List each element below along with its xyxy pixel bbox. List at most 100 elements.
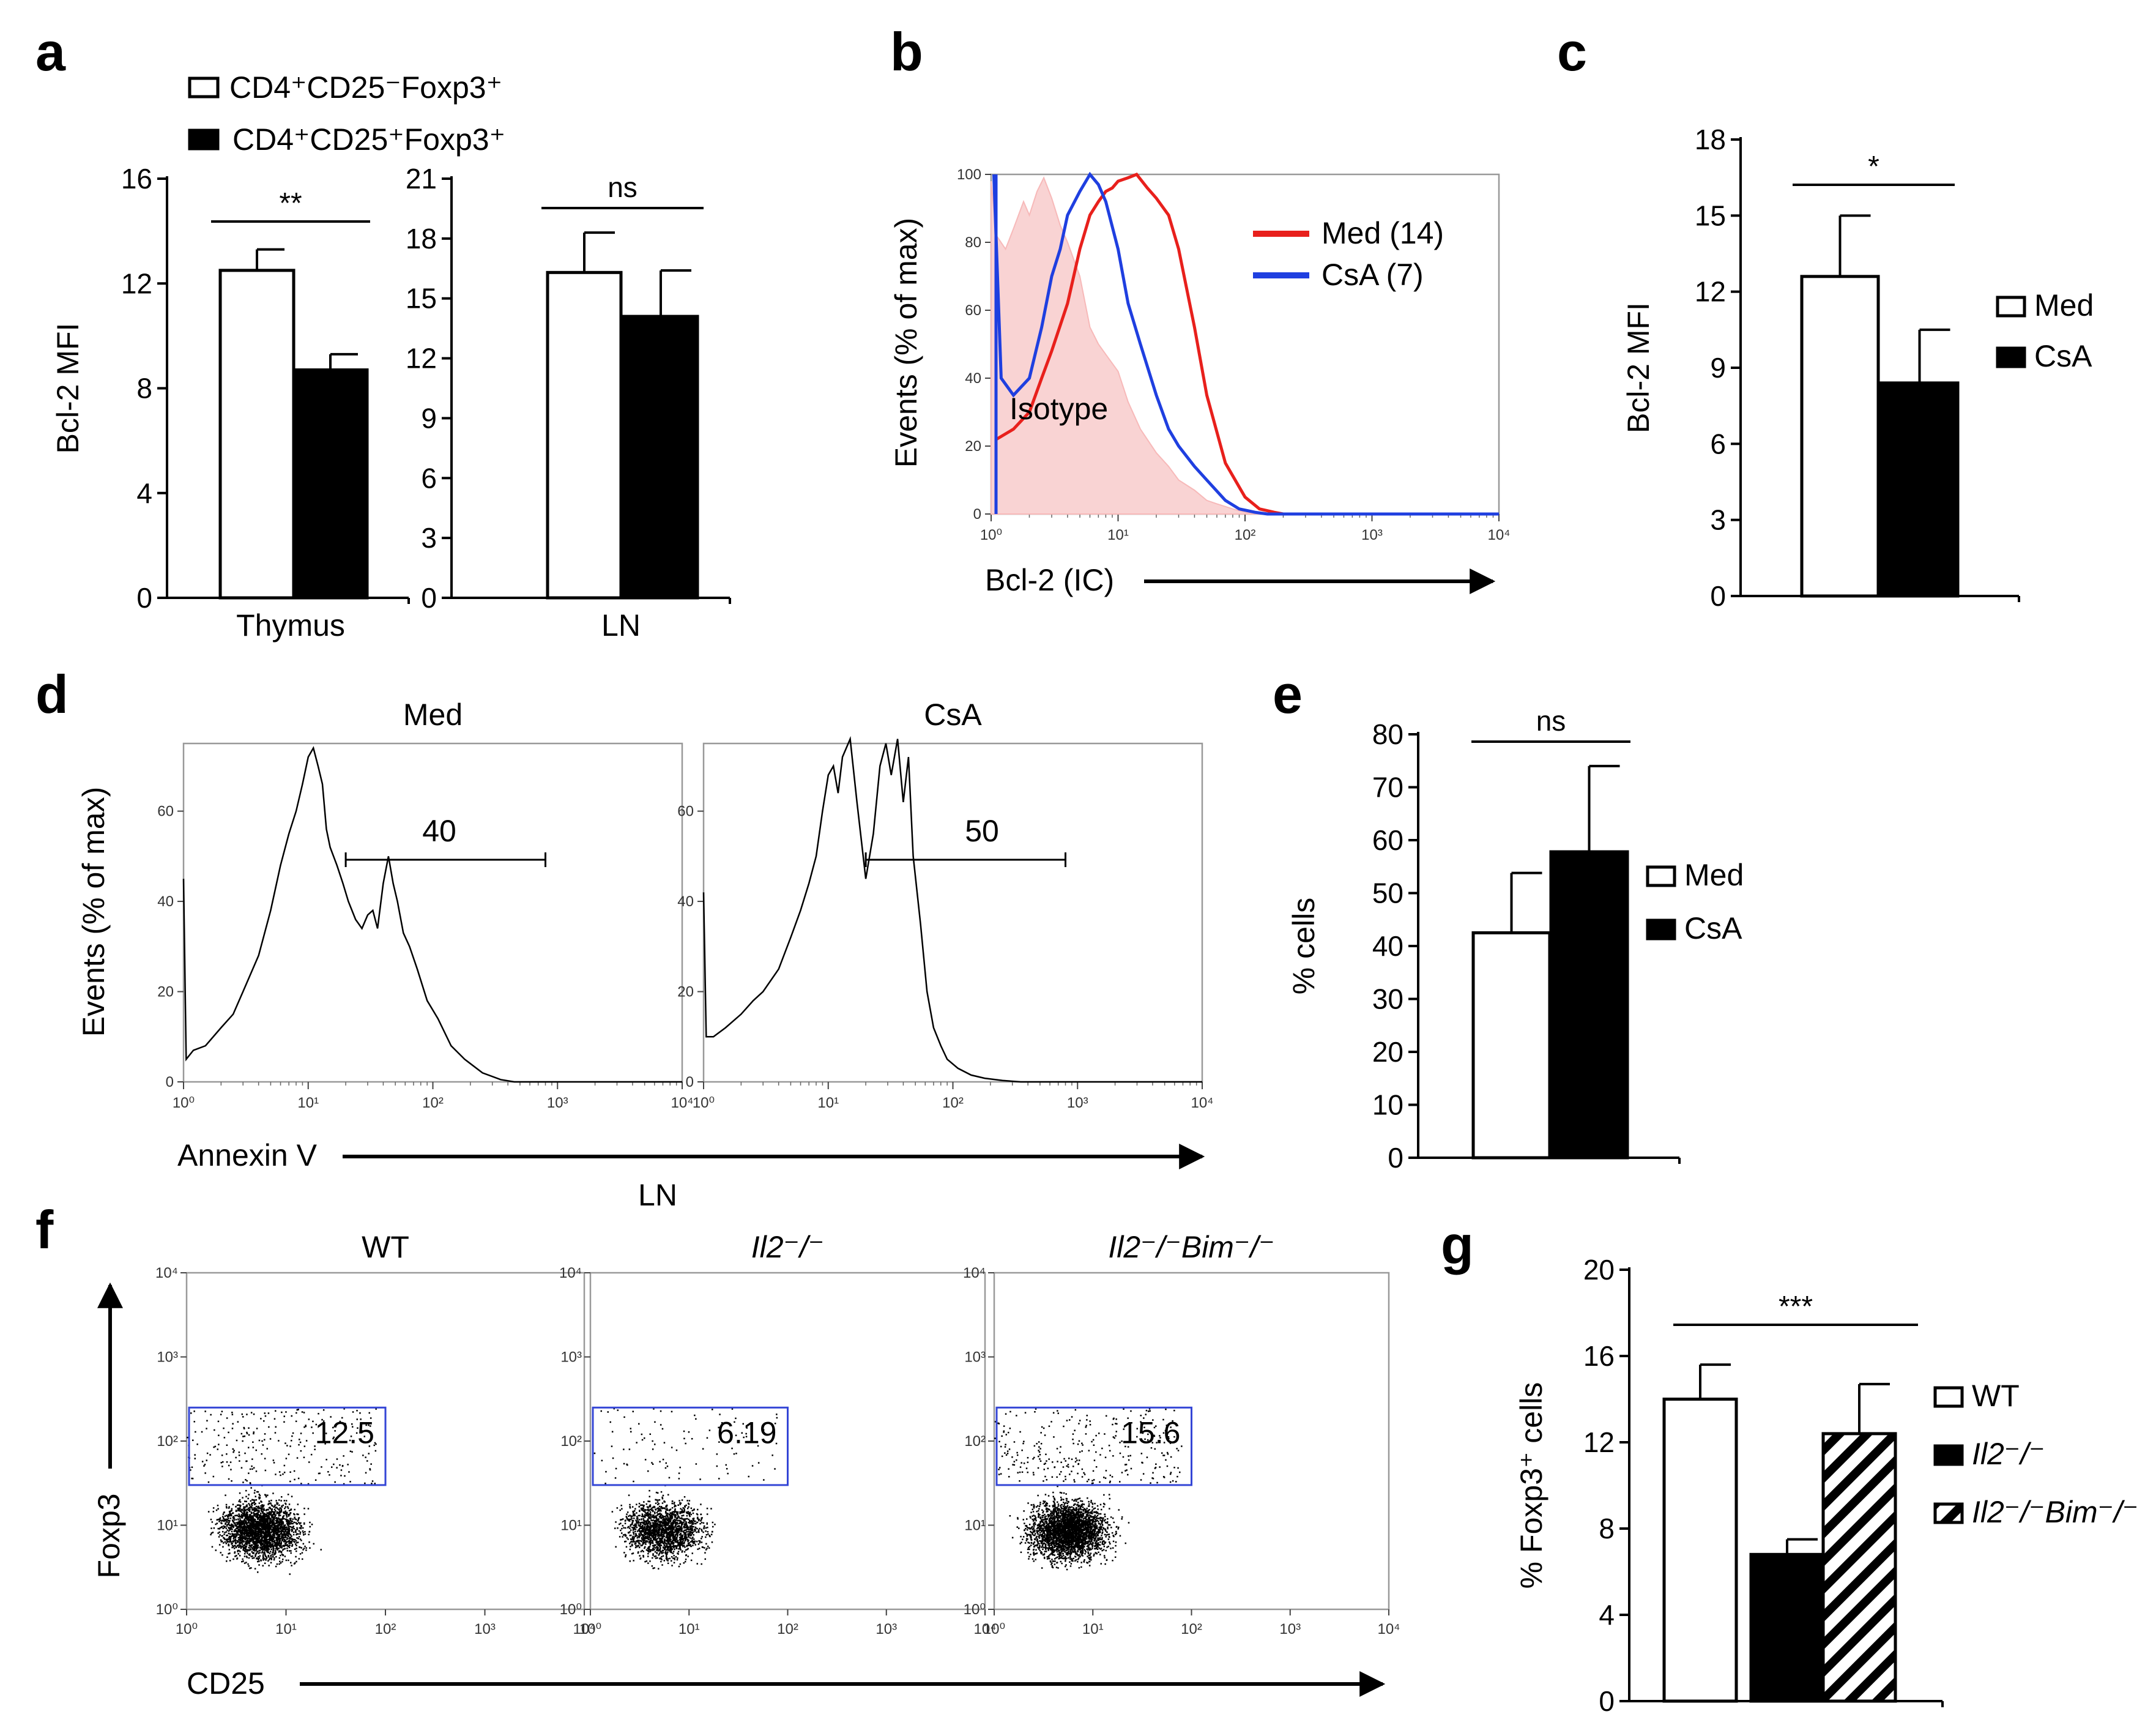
dot-cloud	[994, 1408, 1183, 1571]
legend-swatch	[1646, 865, 1676, 887]
footer-label: LN	[638, 1178, 677, 1212]
subplot-title: CsA	[924, 698, 982, 732]
y-tick-label: 8	[1599, 1513, 1615, 1544]
x-tick-label: 10²	[375, 1621, 396, 1637]
y-tick-label: 10⁴	[155, 1265, 178, 1281]
y-tick-label: 40	[965, 370, 981, 387]
x-tick-label: 10²	[422, 1095, 444, 1111]
bar	[1821, 1432, 1897, 1703]
y-tick-label: 10⁰	[964, 1601, 986, 1618]
gate-box	[188, 1406, 387, 1486]
x-tick-label: 10¹	[817, 1095, 839, 1111]
y-tick-label: 70	[1372, 772, 1403, 803]
panel-label-c: c	[1557, 21, 1587, 82]
legend-a-label-open: CD4⁺CD25⁻Foxp3⁺	[229, 70, 502, 105]
y-tick-label: 0	[1710, 580, 1726, 612]
charts: 0 4 8 12 16 ** Bcl-2 MFI Thymus 0 3 6 9 12 15 18 21 ns LN…	[51, 124, 2138, 1717]
legend-label: CsA	[2034, 339, 2092, 373]
y-tick-label: 0	[166, 1074, 174, 1090]
chart-b: 0 20 40 60 80 100 10⁰ 10¹ 10² 10³ 10⁴ Isotype Med (1…	[889, 166, 1511, 597]
gate-label: 6.19	[717, 1415, 776, 1450]
bar	[1800, 275, 1880, 598]
y-tick-label: 20	[965, 438, 981, 455]
significance-label: ns	[1536, 705, 1566, 737]
y-tick-label: 12	[1695, 276, 1726, 308]
chart-a-thymus: 0 4 8 12 16 ** Bcl-2 MFI Thymus	[51, 163, 410, 643]
significance-label: ***	[1779, 1291, 1813, 1323]
y-tick-label: 40	[157, 893, 174, 910]
histogram-line	[182, 746, 682, 1083]
y-tick-label: 80	[965, 234, 981, 251]
legend-swatch	[1933, 1502, 1964, 1524]
y-tick-label: 10⁴	[559, 1265, 582, 1281]
x-tick-label: 10¹	[1082, 1621, 1104, 1637]
y-tick-label: 10⁰	[560, 1601, 582, 1618]
dot-cloud	[593, 1407, 778, 1570]
y-tick-label: 3	[421, 522, 437, 554]
y-tick-label: 60	[157, 803, 174, 820]
legend-label: CsA (7)	[1322, 258, 1424, 292]
gate-label: 12.5	[315, 1415, 374, 1450]
y-tick-label: 8	[136, 373, 152, 404]
histogram-line	[995, 172, 1499, 516]
y-tick-label: 18	[406, 223, 437, 255]
panel-label-b: b	[890, 21, 923, 82]
legend-label: CsA	[1684, 911, 1742, 945]
chart-f-panel: 10⁰ 10⁰ 10¹ 10¹ 10² 10² 10³ 10³ 10⁴ 10⁴ 15.6 Il2⁻/⁻…	[963, 1230, 1400, 1637]
bar	[1749, 1552, 1825, 1703]
subplot-title: Med	[403, 698, 463, 732]
isotype-label: Isotype	[1009, 392, 1108, 426]
y-tick-label: 40	[677, 893, 694, 910]
x-tick-label: 10³	[1361, 527, 1383, 543]
panel-label-f: f	[35, 1199, 54, 1260]
bar	[546, 270, 623, 600]
y-axis-label: Foxp3	[92, 1494, 126, 1579]
panel-label-g: g	[1441, 1215, 1474, 1275]
x-axis-label: Annexin V	[177, 1138, 318, 1172]
y-tick-label: 50	[1372, 877, 1403, 909]
histogram-area	[991, 176, 1372, 515]
x-tick-label: 10⁴	[1377, 1621, 1400, 1637]
panel-label-d: d	[35, 664, 69, 725]
y-tick-label: 10	[1372, 1089, 1403, 1121]
gate-label: 50	[965, 814, 999, 848]
legend-label: Il2⁻/⁻Bim⁻/⁻	[1972, 1495, 2138, 1529]
legend-swatch	[1933, 1386, 1964, 1408]
y-axis-label: Events (% of max)	[889, 218, 923, 468]
x-tick-label: 10²	[1235, 527, 1256, 543]
y-tick-label: 12	[1583, 1426, 1615, 1458]
chart-f-panel: 10⁰ 10⁰ 10¹ 10¹ 10² 10² 10³ 10³ 10⁴ 10⁴ 12.5 WT	[155, 1230, 596, 1637]
legend-a: CD4⁺CD25⁻Foxp3⁺ CD4⁺CD25⁺Foxp3⁺	[188, 70, 505, 157]
legend-swatch	[1996, 346, 2026, 368]
y-tick-label: 0	[973, 506, 981, 523]
subplot-title: WT	[362, 1230, 409, 1264]
x-tick-label: 10⁰	[983, 1621, 1005, 1637]
legend-label: WT	[1972, 1379, 2020, 1413]
y-tick-label: 4	[1599, 1599, 1615, 1631]
y-tick-label: 40	[1372, 930, 1403, 962]
bar	[292, 368, 369, 600]
y-tick-label: 0	[421, 582, 437, 614]
legend-swatch	[1933, 1444, 1964, 1466]
plot-frame	[702, 742, 1203, 1083]
dot-cloud	[187, 1408, 377, 1575]
bar	[1879, 381, 1960, 598]
x-tick-label: 10⁰	[579, 1621, 601, 1637]
chart-c: 0 3 6 9 12 15 18 * Bcl-2 MFI Med CsA	[1621, 124, 2094, 612]
y-tick-label: 0	[686, 1074, 694, 1090]
y-tick-label: 12	[121, 267, 152, 299]
y-tick-label: 10³	[560, 1349, 582, 1366]
legend-swatch	[1646, 918, 1676, 941]
y-tick-label: 20	[157, 984, 174, 1000]
legend-label: Med	[1684, 858, 1744, 892]
y-axis-label: % cells	[1287, 898, 1321, 994]
bar	[1549, 850, 1629, 1160]
x-tick-label: 10¹	[1107, 527, 1129, 543]
y-tick-label: 80	[1372, 718, 1403, 750]
y-tick-label: 6	[1710, 428, 1726, 460]
significance-label: **	[279, 187, 302, 220]
x-tick-label: 10⁴	[973, 1621, 996, 1637]
y-tick-label: 16	[1583, 1340, 1615, 1372]
y-tick-label: 18	[1695, 124, 1726, 155]
